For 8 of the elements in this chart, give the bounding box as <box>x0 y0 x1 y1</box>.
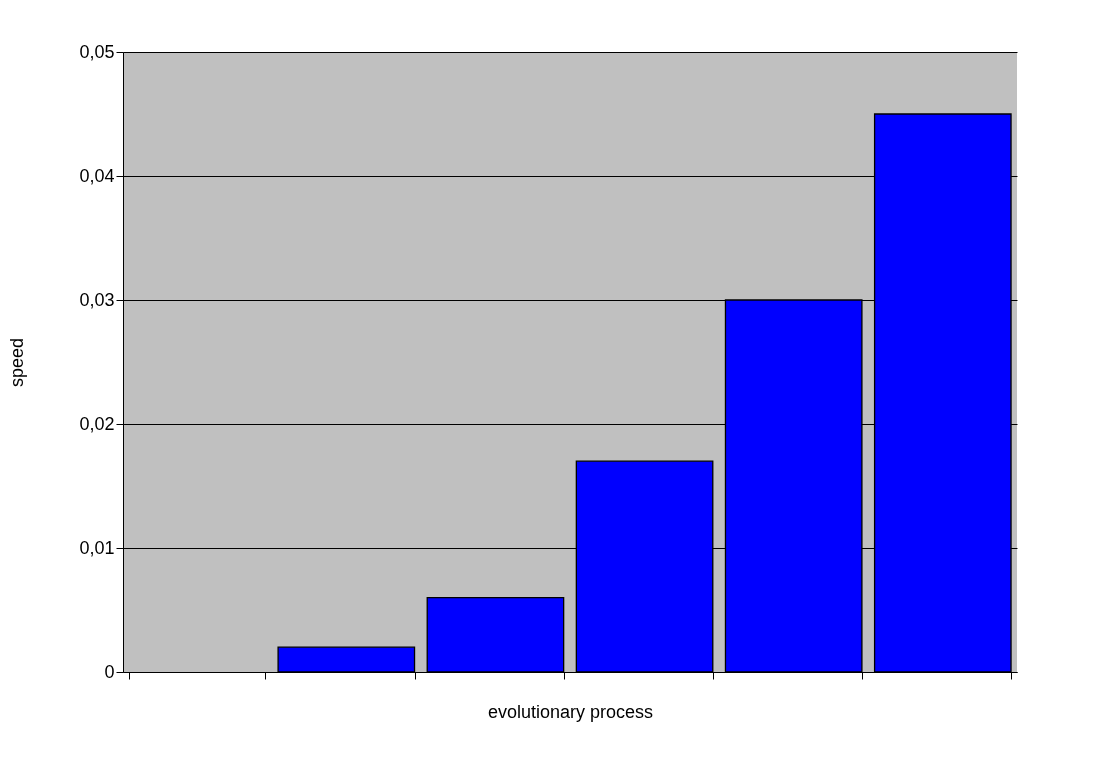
y-tick-label: 0 <box>104 661 115 682</box>
y-tick-label: 0,03 <box>79 289 115 310</box>
y-tick-label: 0,02 <box>79 413 115 434</box>
y-tick-label: 0,05 <box>79 41 115 62</box>
y-tick-label: 0,01 <box>79 537 115 558</box>
y-axis-title: speed <box>7 337 28 388</box>
y-tick-label: 0,04 <box>79 165 115 186</box>
x-axis-title: evolutionary process <box>487 701 654 722</box>
